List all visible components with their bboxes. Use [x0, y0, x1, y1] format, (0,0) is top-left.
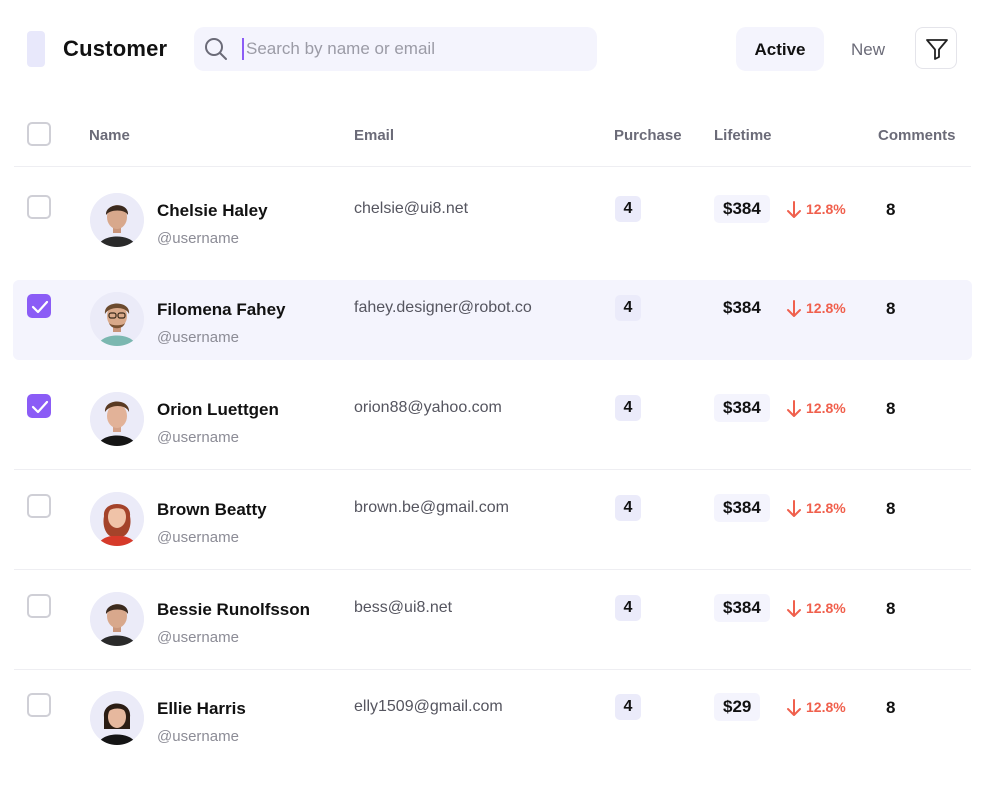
comments-count: 8 — [886, 399, 896, 418]
arrow-down-icon — [787, 600, 801, 617]
purchase-count-badge: 4 — [615, 395, 641, 421]
divider — [14, 569, 971, 570]
select-all-checkbox[interactable] — [27, 122, 51, 146]
user-handle: @username — [157, 329, 239, 346]
avatar-person-icon — [90, 592, 144, 646]
lifetime-value: $384 — [714, 394, 770, 422]
purchase-count-badge: 4 — [615, 495, 641, 521]
user-email: orion88@yahoo.com — [354, 399, 502, 416]
divider — [14, 669, 971, 670]
new-filter-button[interactable]: New — [836, 27, 900, 71]
user-name[interactable]: Bessie Runolfsson — [157, 600, 311, 619]
arrow-down-icon — [787, 400, 801, 417]
column-header-purchase[interactable]: Purchase — [614, 127, 682, 144]
comments-count: 8 — [886, 299, 896, 318]
user-name[interactable]: Chelsie Haley — [157, 201, 268, 220]
user-handle: @username — [157, 728, 239, 745]
user-email: brown.be@gmail.com — [354, 499, 509, 516]
avatar-person-icon — [90, 193, 144, 247]
trend-value: 12.8% — [806, 400, 846, 416]
avatar — [90, 592, 144, 646]
filter-button[interactable] — [915, 27, 957, 69]
user-email: chelsie@ui8.net — [354, 200, 469, 217]
lifetime-value: $384 — [714, 195, 770, 223]
table-row[interactable]: Filomena Fahey @username fahey.designer@… — [13, 280, 972, 360]
user-handle: @username — [157, 629, 239, 646]
purchase-count-badge: 4 — [615, 694, 641, 720]
user-handle: @username — [157, 529, 239, 546]
arrow-down-icon — [787, 500, 801, 517]
avatar — [90, 691, 144, 745]
user-name[interactable]: Brown Beatty — [157, 500, 267, 519]
lifetime-value: $29 — [714, 693, 761, 721]
active-filter-button[interactable]: Active — [736, 27, 824, 71]
row-checkbox[interactable] — [27, 494, 51, 518]
trend-value: 12.8% — [806, 201, 846, 217]
row-checkbox[interactable] — [27, 394, 51, 418]
table-row[interactable]: Brown Beatty @username brown.be@gmail.co… — [13, 480, 972, 560]
arrow-down-icon — [787, 201, 801, 218]
filter-icon — [926, 39, 948, 60]
page-title: Customer — [63, 36, 168, 61]
checkmark-icon — [31, 300, 49, 314]
comments-count: 8 — [886, 200, 896, 219]
comments-count: 8 — [886, 499, 896, 518]
row-checkbox[interactable] — [27, 594, 51, 618]
table-row[interactable]: Orion Luettgen @username orion88@yahoo.c… — [13, 380, 972, 460]
divider — [14, 166, 971, 167]
user-name[interactable]: Filomena Fahey — [157, 300, 286, 319]
user-handle: @username — [157, 429, 239, 446]
row-checkbox[interactable] — [27, 693, 51, 717]
user-email: bess@ui8.net — [354, 599, 453, 616]
purchase-count-badge: 4 — [615, 595, 641, 621]
avatar — [90, 492, 144, 546]
search-caret — [242, 38, 244, 60]
avatar — [90, 292, 144, 346]
column-header-lifetime[interactable]: Lifetime — [714, 127, 772, 144]
comments-count: 8 — [886, 599, 896, 618]
avatar-person-icon — [90, 492, 144, 546]
user-email: elly1509@gmail.com — [354, 698, 503, 715]
user-name[interactable]: Orion Luettgen — [157, 400, 279, 419]
lifetime-value: $384 — [714, 594, 770, 622]
trend-value: 12.8% — [806, 600, 846, 616]
column-header-comments[interactable]: Comments — [878, 127, 956, 144]
user-name[interactable]: Ellie Harris — [157, 699, 246, 718]
purchase-count-badge: 4 — [615, 196, 641, 222]
column-header-name[interactable]: Name — [89, 127, 130, 144]
purchase-count-badge: 4 — [615, 295, 641, 321]
divider — [14, 469, 971, 470]
arrow-down-icon — [787, 699, 801, 716]
user-handle: @username — [157, 230, 239, 247]
lifetime-value: $384 — [723, 298, 761, 317]
trend-value: 12.8% — [806, 300, 846, 316]
header-marker — [27, 31, 45, 67]
avatar — [90, 392, 144, 446]
search-input[interactable] — [246, 27, 586, 71]
column-header-email[interactable]: Email — [354, 127, 395, 144]
comments-count: 8 — [886, 698, 896, 717]
row-checkbox[interactable] — [27, 294, 51, 318]
avatar-person-icon — [90, 691, 144, 745]
table-row[interactable]: Bessie Runolfsson @username bess@ui8.net… — [13, 580, 972, 660]
search-icon — [205, 38, 227, 60]
avatar-person-icon — [90, 392, 144, 446]
user-email: fahey.designer@robot.co — [354, 299, 532, 316]
lifetime-value: $384 — [714, 494, 770, 522]
table-row[interactable]: Ellie Harris @username elly1509@gmail.co… — [13, 679, 972, 759]
checkmark-icon — [31, 400, 49, 414]
row-checkbox[interactable] — [27, 195, 51, 219]
trend-value: 12.8% — [806, 500, 846, 516]
table-row[interactable]: Chelsie Haley @username chelsie@ui8.net … — [13, 181, 972, 261]
arrow-down-icon — [787, 300, 801, 317]
search-box[interactable] — [194, 27, 597, 71]
avatar-person-icon — [90, 292, 144, 346]
trend-value: 12.8% — [806, 699, 846, 715]
avatar — [90, 193, 144, 247]
